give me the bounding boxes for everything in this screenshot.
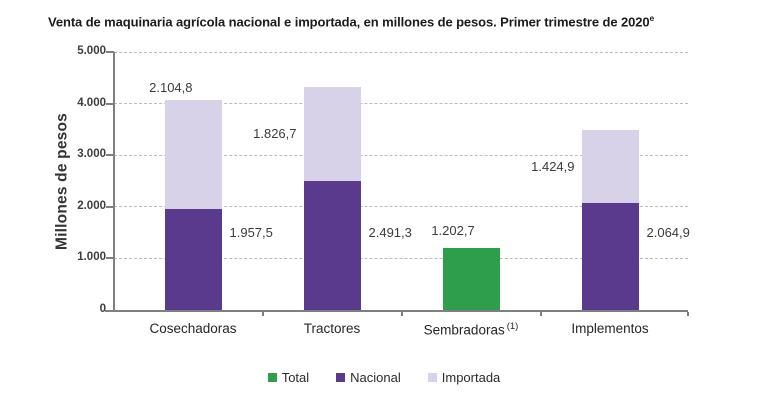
x-axis-tick: [687, 312, 689, 316]
legend-label-nacional: Nacional: [350, 370, 401, 385]
legend-item-nacional: Nacional: [336, 370, 401, 385]
chart-title-text: Venta de maquinaria agrícola nacional e …: [48, 14, 650, 30]
y-axis-tick: [106, 102, 114, 105]
category-label-tractores: Tractores: [304, 321, 361, 336]
legend-label-importada: Importada: [441, 370, 501, 385]
value-label-nacional-tractores: 2.491,3: [368, 224, 412, 240]
gridline: [114, 154, 688, 156]
gridline: [114, 51, 688, 53]
bar-segment-importada-implementos: [581, 129, 639, 204]
y-axis: [113, 52, 115, 310]
legend-swatch-nacional: [336, 373, 346, 382]
chart-title: Venta de maquinaria agrícola nacional e …: [48, 13, 654, 29]
gridline: [114, 206, 688, 208]
category-text: Sembradoras: [423, 322, 505, 338]
category-text: Tractores: [303, 321, 361, 336]
bar-segment-importada-tractores: [303, 87, 361, 182]
value-label-importada-implementos: 1.424,9: [531, 158, 575, 174]
y-axis-tick: [106, 257, 114, 260]
x-axis-tick: [400, 312, 403, 316]
legend-label-total: Total: [281, 370, 310, 385]
y-tick-label: 5.000: [77, 45, 106, 57]
value-label-importada-tractores: 1.826,7: [253, 126, 297, 142]
value-label-nacional-cosechadoras: 1.957,5: [229, 224, 273, 240]
x-axis-tick: [261, 312, 264, 316]
category-label-cosechadoras: Cosechadoras: [149, 321, 236, 336]
legend: Total Nacional Importada: [0, 370, 768, 385]
gridline: [114, 257, 688, 259]
category-label-sembradoras: Sembradoras (1): [424, 321, 519, 338]
category-text: Implementos: [571, 321, 649, 336]
bar-segment-nacional-tractores: [303, 181, 361, 310]
y-axis-tick: [106, 154, 114, 157]
value-label-total-sembradoras: 1.202,7: [431, 222, 475, 238]
bar-segment-nacional-cosechadoras: [164, 208, 222, 310]
legend-swatch-total: [267, 373, 277, 382]
y-axis-tick: [106, 51, 114, 53]
y-tick-label: 2.000: [77, 199, 106, 212]
gridline: [114, 103, 688, 105]
value-label-importada-cosechadoras: 2.104,8: [149, 80, 193, 96]
bar-segment-total-sembradoras: [442, 247, 500, 310]
category-footnote-marker: (1): [506, 321, 519, 332]
category-text: Cosechadoras: [149, 321, 237, 336]
legend-item-total: Total: [267, 370, 310, 385]
x-axis-tick: [539, 312, 542, 316]
y-tick-label: 1.000: [77, 251, 106, 264]
y-tick-label: 4.000: [77, 96, 106, 109]
legend-swatch-importada: [427, 373, 437, 382]
value-label-nacional-implementos: 2.064,9: [646, 224, 690, 240]
y-tick-label: 3.000: [77, 148, 106, 161]
category-label-implementos: Implementos: [571, 321, 648, 336]
chart-title-superscript: e: [649, 13, 655, 23]
legend-item-importada: Importada: [427, 370, 501, 385]
y-tick-label: 0: [99, 303, 106, 315]
bar-segment-importada-cosechadoras: [164, 100, 222, 209]
y-axis-tick: [106, 205, 114, 208]
bar-segment-nacional-implementos: [581, 203, 639, 310]
x-axis: [105, 310, 688, 312]
